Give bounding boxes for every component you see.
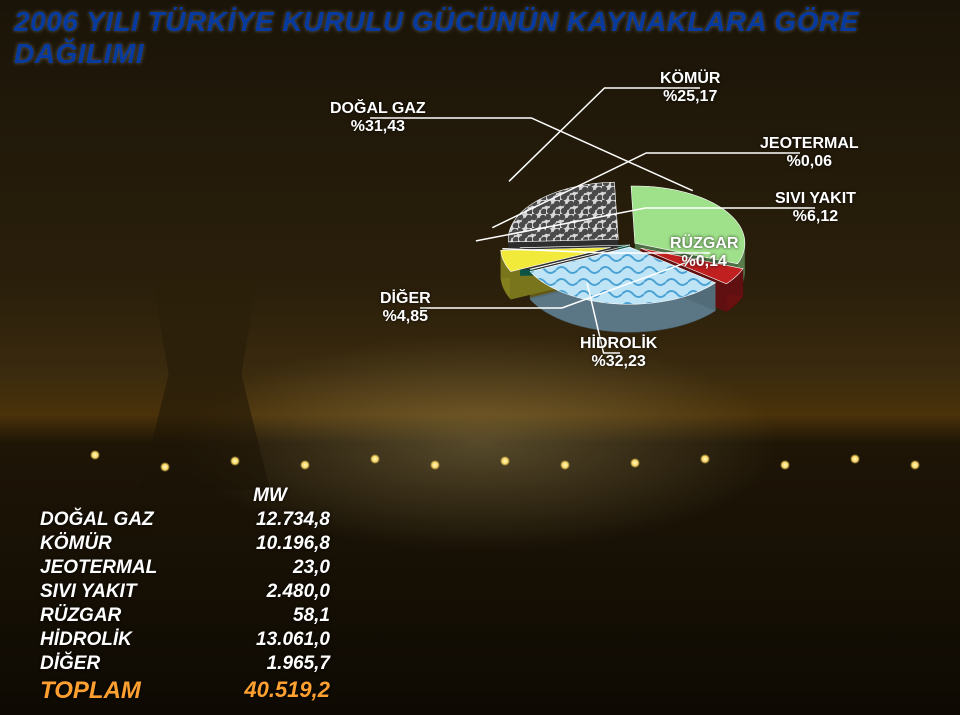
pie-svg	[460, 110, 800, 370]
background-silhouette	[140, 280, 270, 490]
pie-slice-komur	[508, 182, 618, 242]
slide-stage: 2006 YILI TÜRKİYE KURULU GÜCÜNÜN KAYNAKL…	[0, 0, 960, 715]
table-row-name: DOĞAL GAZ	[40, 509, 210, 531]
table-row: DOĞAL GAZ 12.734,8	[40, 509, 330, 531]
table-row: JEOTERMAL 23,0	[40, 557, 330, 579]
table-row-value: 10.196,8	[210, 533, 330, 555]
pie-label-jeotermal: JEOTERMAL %0,06	[760, 135, 859, 172]
table-row-value: 58,1	[210, 605, 330, 627]
page-title: 2006 YILI TÜRKİYE KURULU GÜCÜNÜN KAYNAKL…	[14, 6, 946, 70]
data-table: MWDOĞAL GAZ 12.734,8KÖMÜR 10.196,8JEOTER…	[40, 485, 330, 707]
table-row: HİDROLİK 13.061,0	[40, 629, 330, 651]
table-row-value: 12.734,8	[210, 509, 330, 531]
pie-chart: DOĞAL GAZ %31,43DİĞER %4,85HİDROLİK %32,…	[340, 80, 920, 400]
table-row: DİĞER 1.965,7	[40, 653, 330, 675]
table-row: KÖMÜR 10.196,8	[40, 533, 330, 555]
pie-label-diger: DİĞER %4,85	[380, 290, 431, 327]
pie-label-komur: KÖMÜR %25,17	[660, 70, 720, 107]
table-row: RÜZGAR 58,1	[40, 605, 330, 627]
table-row-name: DİĞER	[40, 653, 210, 675]
table-row: SIVI YAKIT 2.480,0	[40, 581, 330, 603]
table-row-value: 13.061,0	[210, 629, 330, 651]
table-row-value: 23,0	[210, 557, 330, 579]
pie-label-hidrolik: HİDROLİK %32,23	[580, 335, 657, 372]
table-total-name: TOPLAM	[40, 677, 210, 705]
pie-label-dogalgaz: DOĞAL GAZ %31,43	[330, 100, 426, 137]
pie-label-ruzgar: RÜZGAR %0,14	[670, 235, 738, 272]
table-row-name: HİDROLİK	[40, 629, 210, 651]
table-row-name: RÜZGAR	[40, 605, 210, 627]
table-header-blank	[40, 485, 210, 507]
table-total: TOPLAM 40.519,2	[40, 677, 330, 705]
table-header-mw: MW	[210, 485, 330, 507]
table-row-name: JEOTERMAL	[40, 557, 210, 579]
table-row-value: 1.965,7	[210, 653, 330, 675]
table-row-value: 2.480,0	[210, 581, 330, 603]
pie-label-siviyakit: SIVI YAKIT %6,12	[775, 190, 856, 227]
table-row-name: SIVI YAKIT	[40, 581, 210, 603]
table-total-value: 40.519,2	[210, 677, 330, 705]
table-row-name: KÖMÜR	[40, 533, 210, 555]
